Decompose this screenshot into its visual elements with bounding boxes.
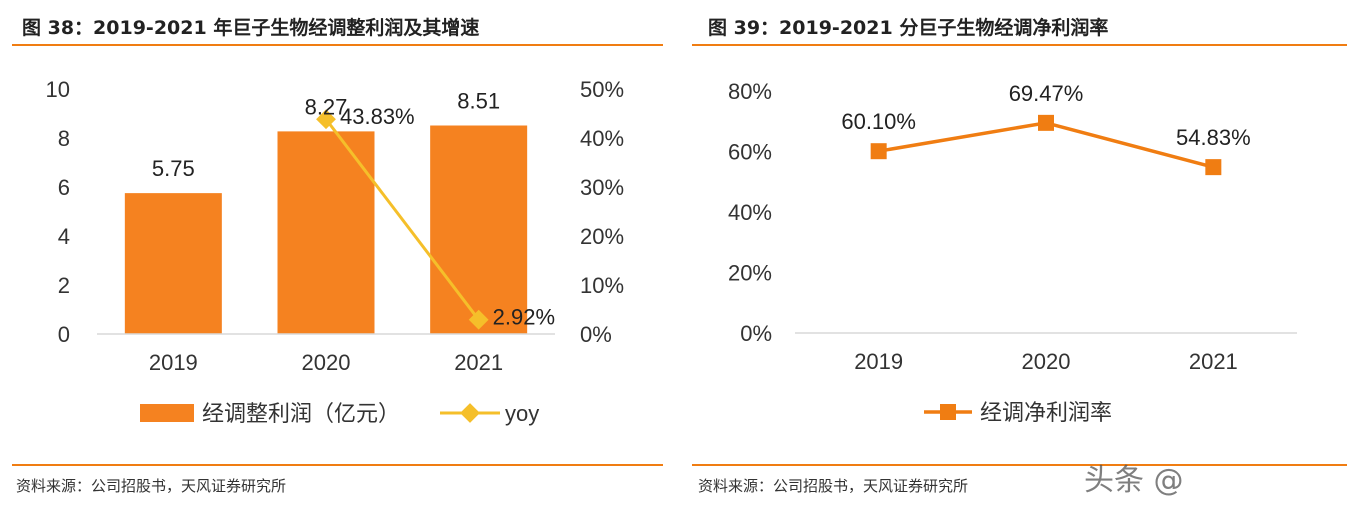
right-y-tick-label: 10%	[580, 273, 624, 298]
right-y-tick-label: 40%	[580, 126, 624, 151]
yoy-value-label: 2.92%	[493, 305, 555, 330]
bar-value-label: 5.75	[152, 156, 195, 181]
margin-point	[870, 143, 887, 160]
yoy-line	[324, 118, 480, 321]
y-tick-label: 20%	[728, 261, 772, 286]
right-figure-title: 图 39：2019-2021 分巨子生物经调净利润率	[708, 17, 1109, 39]
left-chart: 0 2 4 6 8 10 0% 10% 20% 30% 40% 50% 2019 2020 2021 5.75…	[46, 77, 625, 426]
x-tick-label: 2019	[149, 350, 198, 375]
left-y-tick-label: 6	[58, 175, 70, 200]
x-tick-label: 2020	[1022, 349, 1071, 374]
margin-point	[1038, 114, 1054, 131]
left-title-rule	[12, 44, 663, 46]
bar	[124, 193, 222, 334]
left-source-note: 资料来源：公司招股书，天风证券研究所	[16, 477, 287, 495]
left-figure-title: 图 38：2019-2021 年巨子生物经调整利润及其增速	[22, 17, 480, 39]
bar-value-label: 8.51	[457, 89, 500, 114]
left-y-tick-label: 4	[58, 224, 70, 249]
x-tick-label: 2019	[854, 349, 903, 374]
right-y-tick-label: 0%	[580, 322, 612, 347]
right-figure-panel: 图 39：2019-2021 分巨子生物经调净利润率 0% 20% 40% 60% 80…	[690, 0, 1355, 505]
left-y-tick-label: 0	[58, 322, 70, 347]
legend-marker	[940, 404, 956, 420]
y-tick-label: 0%	[740, 321, 772, 346]
bar	[430, 125, 528, 334]
right-source-rule	[692, 464, 1347, 466]
left-y-tick-label: 8	[58, 126, 70, 151]
x-tick-label: 2021	[454, 350, 503, 375]
legend-yoy-marker	[460, 403, 480, 423]
y-tick-label: 60%	[728, 140, 772, 165]
bar-value-label: 8.27	[305, 94, 348, 119]
right-source-note: 资料来源：公司招股书，天风证券研究所	[698, 477, 969, 495]
right-title-rule	[692, 44, 1347, 46]
y-tick-label: 80%	[728, 79, 772, 104]
left-y-tick-label: 2	[58, 273, 70, 298]
yoy-point	[468, 309, 489, 330]
left-source-rule	[12, 464, 663, 466]
margin-value-label: 54.83%	[1176, 125, 1251, 150]
left-y-tick-label: 10	[46, 77, 70, 102]
right-y-tick-label: 50%	[580, 77, 624, 102]
yoy-point	[316, 109, 336, 130]
right-y-tick-label: 20%	[580, 224, 624, 249]
y-tick-label: 40%	[728, 200, 772, 225]
x-tick-label: 2021	[1189, 349, 1238, 374]
legend-bar-swatch	[140, 404, 194, 422]
margin-value-label: 69.47%	[1009, 81, 1084, 106]
right-chart: 0% 20% 40% 60% 80% 2019 2020 2021 60.10% 69.47% 54…	[728, 79, 1297, 425]
left-figure-panel: 图 38：2019-2021 年巨子生物经调整利润及其增速 0 2 4 6 8 10 0% 1…	[0, 0, 663, 505]
watermark-text: 头条 @	[1084, 463, 1184, 498]
right-y-tick-label: 30%	[580, 175, 624, 200]
yoy-value-label: 43.83%	[340, 104, 415, 129]
margin-value-label: 60.10%	[841, 109, 916, 134]
x-tick-label: 2020	[302, 350, 351, 375]
legend-label: 经调净利润率	[980, 400, 1112, 425]
margin-point	[1205, 159, 1222, 176]
bar	[277, 131, 375, 334]
legend-bar-label: 经调整利润（亿元）	[202, 401, 400, 426]
legend-yoy-label: yoy	[505, 401, 539, 426]
